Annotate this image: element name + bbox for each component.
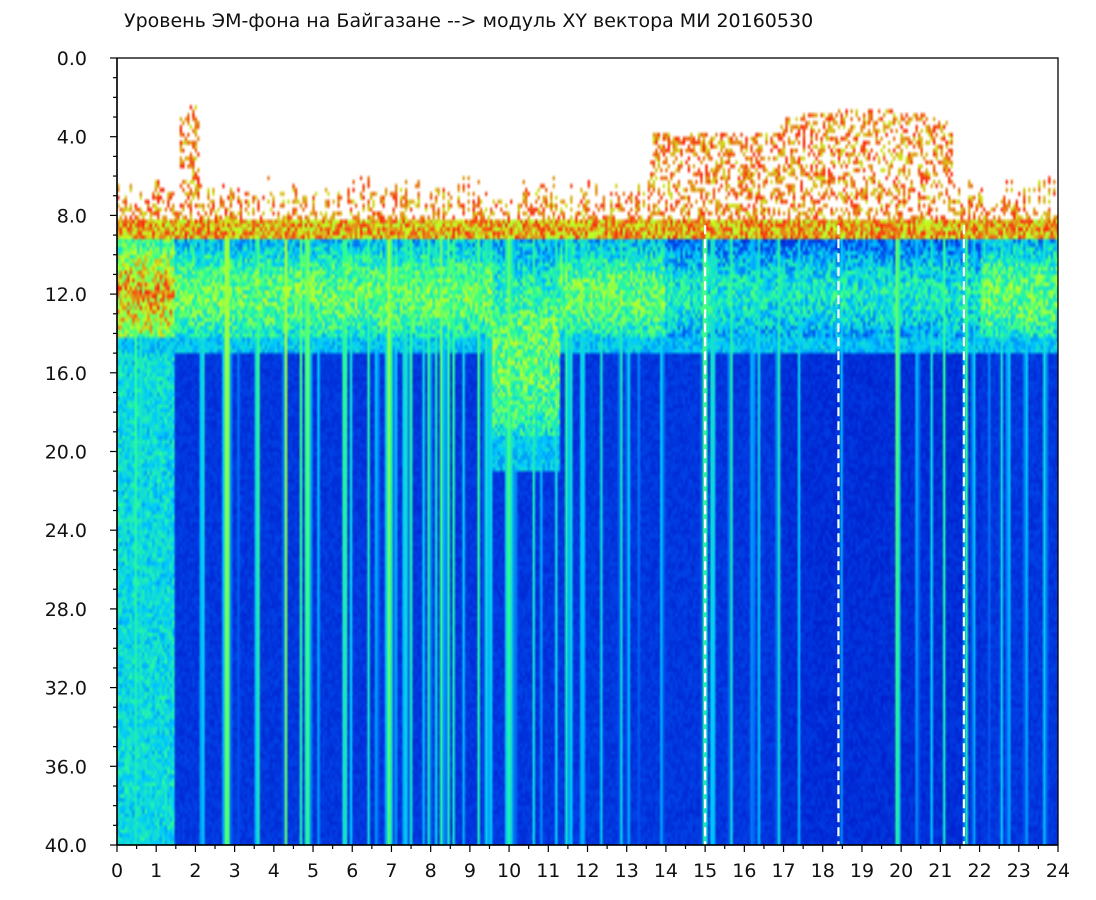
x-tick-label: 13 (615, 860, 639, 882)
x-tick-label: 19 (850, 860, 874, 882)
y-tick-label: 32.0 (45, 678, 87, 700)
y-tick-label: 20.0 (45, 442, 87, 464)
y-tick-label: 4.0 (57, 127, 87, 149)
x-tick-label: 24 (1046, 860, 1070, 882)
x-tick-label: 8 (425, 860, 437, 882)
x-tick-label: 1 (150, 860, 162, 882)
y-tick-label: 28.0 (45, 599, 87, 621)
x-tick-label: 16 (732, 860, 756, 882)
x-tick-label: 14 (654, 860, 678, 882)
x-tick-label: 11 (536, 860, 560, 882)
y-tick-label: 8.0 (57, 205, 87, 227)
plot-area (116, 57, 1059, 846)
x-tick-label: 6 (346, 860, 358, 882)
x-tick-label: 9 (464, 860, 476, 882)
heatmap-image (117, 58, 1058, 845)
x-tick-label: 22 (967, 860, 991, 882)
x-tick-label: 15 (693, 860, 717, 882)
x-tick-label: 20 (889, 860, 913, 882)
x-tick-label: 0 (111, 860, 123, 882)
x-tick-label: 23 (1007, 860, 1031, 882)
x-tick-label: 2 (189, 860, 201, 882)
x-tick-label: 7 (385, 860, 397, 882)
x-axis: 0 1 2 3 4 5 6 7 8 9 10 11 12 13 14 15 16 17 18 19 20 21 22 23 24 (111, 844, 1070, 882)
x-tick-label: 17 (771, 860, 795, 882)
x-tick-label: 21 (928, 860, 952, 882)
x-tick-label: 12 (575, 860, 599, 882)
x-tick-label: 18 (811, 860, 835, 882)
y-axis: 0.0 4.0 8.0 12.0 16.0 20.0 24.0 28.0 32.0 36.0 40.… (45, 48, 118, 857)
y-tick-label: 40.0 (45, 835, 87, 857)
y-tick-label: 24.0 (45, 520, 87, 542)
y-tick-label: 12.0 (45, 284, 87, 306)
y-tick-label: 36.0 (45, 756, 87, 778)
x-tick-label: 5 (307, 860, 319, 882)
x-tick-label: 4 (268, 860, 280, 882)
x-tick-label: 10 (497, 860, 521, 882)
x-tick-label: 3 (229, 860, 241, 882)
y-tick-label: 16.0 (45, 363, 87, 385)
y-tick-label: 0.0 (57, 48, 87, 70)
chart-title: Уровень ЭМ-фона на Байгазане --> модуль … (124, 10, 814, 32)
